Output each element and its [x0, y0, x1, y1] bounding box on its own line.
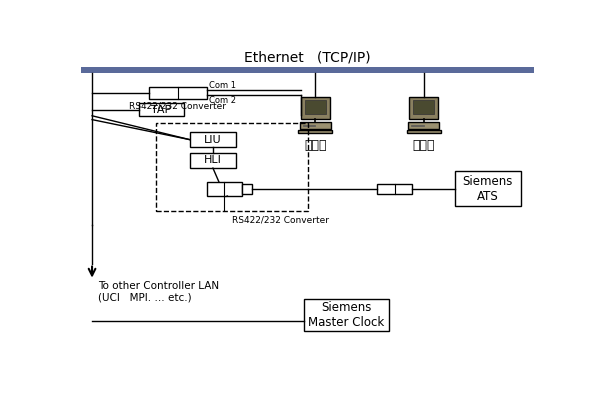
Bar: [304, 299, 389, 331]
Text: To other Controller LAN
(UCI   MPI. … etc.): To other Controller LAN (UCI MPI. … etc.…: [98, 280, 220, 302]
Bar: [190, 153, 236, 168]
Text: Com 1: Com 1: [209, 80, 236, 90]
Bar: [149, 86, 207, 99]
Bar: [157, 123, 308, 211]
Bar: [207, 182, 242, 196]
Text: TAP: TAP: [151, 105, 171, 115]
Bar: [81, 67, 534, 73]
Text: RS422/232 Converter: RS422/232 Converter: [232, 215, 329, 224]
Bar: [377, 184, 412, 194]
Bar: [139, 104, 184, 116]
Bar: [242, 184, 253, 194]
Bar: [413, 100, 434, 114]
Bar: [300, 122, 331, 129]
Bar: [190, 132, 236, 147]
Bar: [455, 171, 521, 206]
Bar: [412, 125, 424, 126]
Text: LIU: LIU: [204, 135, 222, 145]
Text: Com 2: Com 2: [209, 96, 236, 105]
Bar: [298, 130, 332, 134]
Text: RS422/232 Converter: RS422/232 Converter: [129, 101, 226, 110]
Text: HLI: HLI: [204, 156, 222, 166]
Bar: [305, 100, 326, 114]
Bar: [408, 122, 439, 129]
Text: 备份站: 备份站: [413, 139, 435, 152]
Text: Siemens
Master Clock: Siemens Master Clock: [308, 301, 385, 329]
Bar: [409, 97, 439, 119]
Bar: [407, 130, 441, 134]
Bar: [301, 97, 330, 119]
Bar: [303, 125, 315, 126]
Text: 工作站: 工作站: [304, 139, 326, 152]
Text: Ethernet   (TCP/IP): Ethernet (TCP/IP): [244, 50, 371, 64]
Text: Siemens
ATS: Siemens ATS: [463, 174, 513, 202]
